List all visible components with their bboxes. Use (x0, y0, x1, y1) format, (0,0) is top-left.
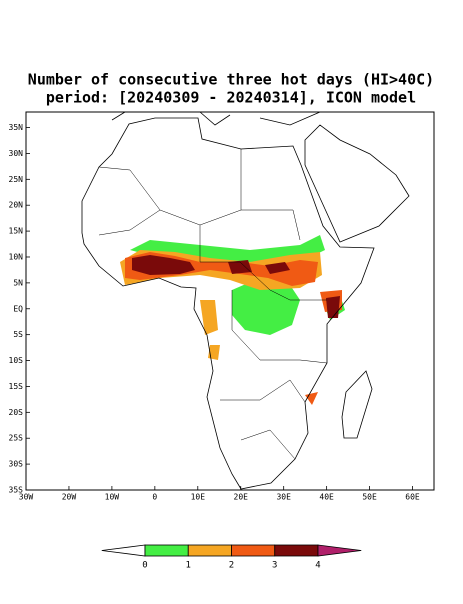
colorbar-label: 2 (229, 561, 234, 571)
colorbar-segment (231, 544, 276, 557)
lat-tick-label: 5S (13, 330, 23, 339)
map-title: Number of consecutive three hot days (HI… (28, 71, 434, 89)
colorbar: 0 1 2 3 4 (101, 544, 362, 571)
lon-tick-label: 30W (19, 493, 34, 502)
lat-tick-label: 25N (9, 175, 24, 184)
lon-tick-label: 20W (62, 493, 77, 502)
colorbar-over (317, 544, 362, 557)
colorbar-label: 4 (315, 561, 320, 571)
lat-tick-label: 20N (9, 201, 24, 210)
lat-tick-label: 5N (13, 278, 23, 287)
colorbar-under (101, 544, 146, 557)
lat-tick-label: 20S (9, 408, 24, 417)
lat-tick-label: 35N (9, 123, 24, 132)
lon-tick-label: 0 (152, 493, 157, 502)
country-borders (98, 149, 328, 460)
coastline (81, 111, 410, 490)
lat-tick-label: 35S (9, 486, 24, 495)
lat-tick-label: 30N (9, 149, 24, 158)
lon-tick-label: 50E (362, 493, 377, 502)
lat-tick-label: 15S (9, 382, 24, 391)
map-frame (25, 111, 435, 491)
colorbar-segment (187, 544, 232, 557)
lon-tick-label: 10W (105, 493, 120, 502)
colorbar-label: 1 (186, 561, 191, 571)
map-body (25, 111, 435, 491)
colorbar-segment (144, 544, 189, 557)
map-subtitle: period: [20240309 - 20240314], ICON mode… (46, 89, 416, 107)
colorbar-label: 0 (142, 561, 147, 571)
lat-tick-label: 10N (9, 252, 24, 261)
lon-tick-label: 30E (276, 493, 291, 502)
lon-tick-label: 60E (405, 493, 420, 502)
hazard-shading (120, 235, 345, 405)
lat-tick-label: 15N (9, 227, 24, 236)
lat-tick-label: 10S (9, 356, 24, 365)
lat-tick-label: 25S (9, 434, 24, 443)
colorbar-label: 3 (272, 561, 277, 571)
lat-tick-label: 30S (9, 460, 24, 469)
lat-tick-label: EQ (13, 304, 23, 313)
lon-tick-label: 40E (319, 493, 334, 502)
lon-tick-label: 20E (234, 493, 249, 502)
lon-tick-label: 10E (191, 493, 206, 502)
axis-ticks: 30W 20W 10W 0 10E 20E 30E 40E 50E 60E 35N 30N 25N 20N… (9, 123, 420, 501)
colorbar-segment (274, 544, 319, 557)
